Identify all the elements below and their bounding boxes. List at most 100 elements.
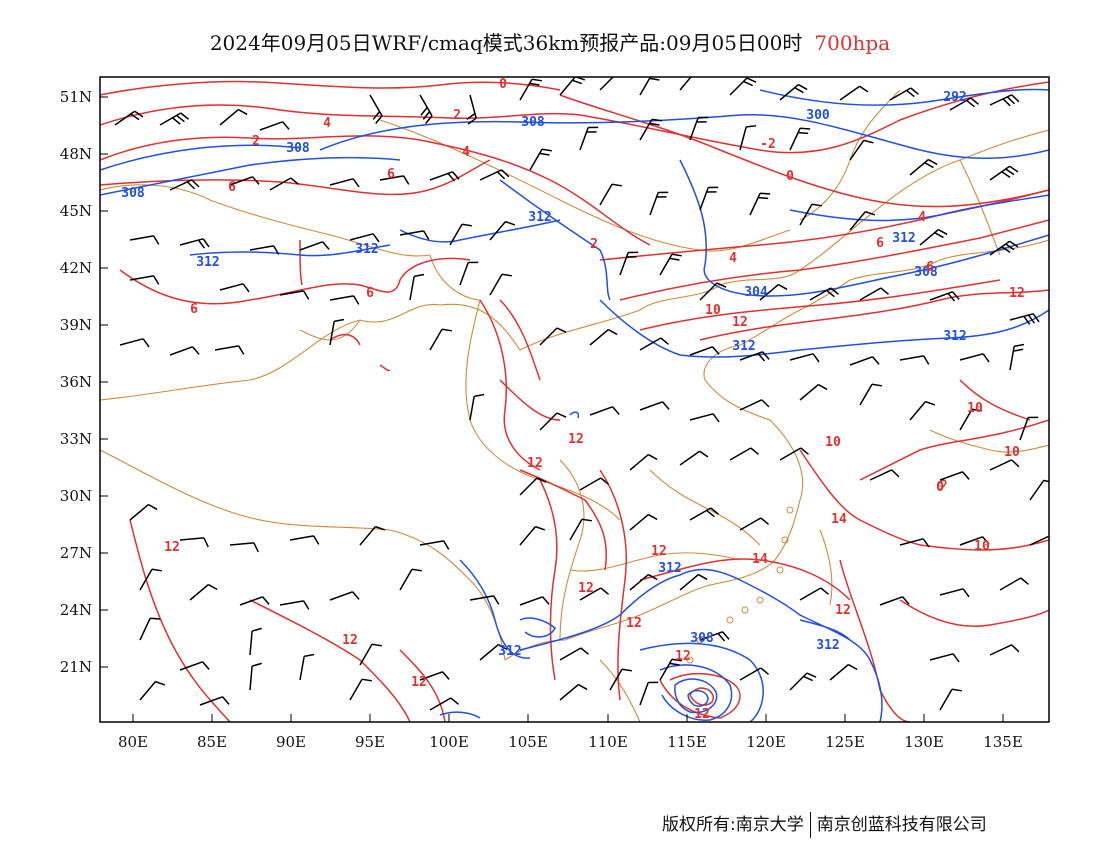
temperature-label: 12 xyxy=(675,649,691,664)
x-tick-label: 125E xyxy=(825,733,865,751)
wind-barb xyxy=(989,165,1019,181)
wind-barb xyxy=(639,681,659,706)
wind-barb xyxy=(1019,416,1039,441)
y-tick-label: 48N xyxy=(60,145,92,163)
temperature-contour xyxy=(100,159,491,196)
temperature-label: 4 xyxy=(323,116,331,131)
wind-barb xyxy=(689,116,709,141)
wind-barb xyxy=(479,643,508,661)
y-tick-label: 42N xyxy=(60,259,92,277)
temperature-label: 12 xyxy=(732,315,748,330)
wind-barb xyxy=(779,447,810,461)
wind-barb xyxy=(349,233,380,243)
wind-barb xyxy=(759,283,788,301)
temperature-label: 12 xyxy=(651,544,667,559)
wind-barb xyxy=(329,295,360,305)
geopotential-contour xyxy=(319,113,1049,159)
wind-barb xyxy=(619,251,639,276)
wind-barb xyxy=(399,230,430,240)
wind-barb xyxy=(479,169,510,181)
wind-barb xyxy=(229,176,260,186)
wind-barb xyxy=(129,275,160,285)
wind-barb xyxy=(129,235,160,245)
wind-barb xyxy=(779,83,808,101)
wind-barb xyxy=(839,85,869,101)
wind-barb xyxy=(739,517,770,531)
wind-barb xyxy=(429,171,460,182)
wind-barb xyxy=(919,228,948,246)
wind-barb xyxy=(419,540,450,550)
boundary-line xyxy=(569,552,741,572)
boundary-line xyxy=(429,254,481,301)
contour-labels: 292 300 308 308 308 312 312 312 312 308 304 312 312 3… xyxy=(121,77,1025,722)
wind-barb xyxy=(539,327,567,346)
map-frame xyxy=(99,76,1050,723)
boundary-line xyxy=(649,469,761,546)
geopotential-label: 308 xyxy=(286,141,310,156)
wind-barb xyxy=(659,253,682,276)
wind-barb xyxy=(169,179,200,191)
y-tick-label: 30N xyxy=(60,487,92,505)
temperature-label: 10 xyxy=(1004,445,1020,460)
temperature-contours xyxy=(100,80,1049,722)
y-tick-label: 51N xyxy=(60,88,92,106)
geopotential-contour xyxy=(799,619,851,641)
wind-barb xyxy=(459,261,479,286)
x-tick-label: 100E xyxy=(429,733,469,751)
wind-barb xyxy=(949,97,980,111)
temperature-label: 0 xyxy=(786,169,794,184)
geopotential-contour xyxy=(789,194,1049,222)
wind-barb xyxy=(299,241,330,251)
wind-barb xyxy=(289,535,320,545)
wind-barb xyxy=(279,600,310,610)
temperature-contour xyxy=(959,379,1031,421)
y-tick-label: 21N xyxy=(60,658,92,676)
boundary-line xyxy=(599,659,641,722)
wind-barb xyxy=(729,77,757,96)
wind-barb xyxy=(1009,343,1025,371)
wind-barb xyxy=(849,139,874,161)
temperature-contour xyxy=(619,219,1049,301)
geopotential-label: 312 xyxy=(892,231,915,246)
temperature-label: 12 xyxy=(578,581,594,596)
wind-barb xyxy=(699,186,719,211)
temperature-label: 6 xyxy=(387,167,395,182)
x-tick-label: 120E xyxy=(746,733,786,751)
temperature-label: 6 xyxy=(366,286,374,301)
boundary-line xyxy=(959,159,1001,256)
geopotential-label: 292 xyxy=(943,90,966,105)
geopotential-label: 312 xyxy=(528,210,551,225)
wind-barb xyxy=(179,238,210,249)
wind-barb xyxy=(279,290,310,300)
wind-barb xyxy=(629,513,658,531)
wind-barb xyxy=(229,542,259,553)
temperature-contour xyxy=(659,672,741,719)
boundary-line xyxy=(504,499,801,661)
wind-barb xyxy=(519,596,550,606)
y-tick-label: 36N xyxy=(60,373,92,391)
geopotential-contour xyxy=(519,617,556,638)
temperature-label: 2 xyxy=(453,108,461,123)
wind-barb xyxy=(699,282,727,301)
wind-barb xyxy=(679,573,708,591)
y-tick-label: 45N xyxy=(60,202,92,220)
wind-barb xyxy=(239,596,270,606)
boundary-line xyxy=(379,119,791,252)
wind-barb xyxy=(519,477,547,496)
geopotential-label: 312 xyxy=(196,255,219,270)
wind-barb xyxy=(259,121,290,131)
wind-barb xyxy=(629,573,658,591)
geopotential-label: 308 xyxy=(690,631,714,646)
wind-barb xyxy=(799,587,830,601)
wind-barb xyxy=(579,477,610,491)
boundary-line xyxy=(849,239,1049,281)
wind-barb xyxy=(629,453,658,471)
geopotential-contour xyxy=(100,144,301,171)
temperature-label: 14 xyxy=(831,512,847,527)
wind-barb xyxy=(379,175,410,185)
wind-barb xyxy=(199,696,230,706)
island-outline xyxy=(786,506,794,514)
temperature-contour xyxy=(479,299,541,471)
wind-barb xyxy=(659,658,682,681)
wind-barb xyxy=(589,406,620,416)
